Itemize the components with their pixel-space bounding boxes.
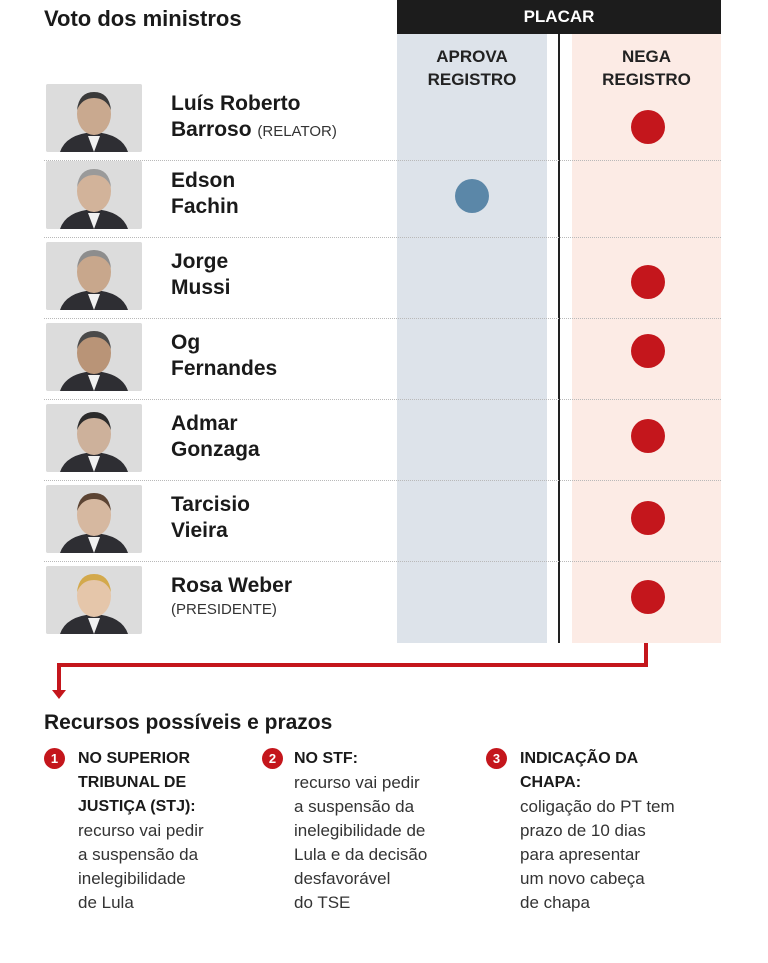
vote-dot-nega — [631, 110, 665, 144]
minister-name-line1: Edson — [171, 169, 236, 192]
arrow-down-icon — [52, 690, 66, 699]
nega-column-header: NEGA REGISTRO — [602, 47, 691, 89]
minister-name-line1: Jorge — [171, 250, 229, 273]
vote-dot-aprova — [455, 179, 489, 213]
minister-photo — [46, 161, 142, 229]
minister-name: Tarcisio Vieira — [171, 492, 250, 544]
minister-surname: Fachin — [171, 195, 239, 218]
minister-photo — [46, 242, 142, 310]
vote-dot-nega — [631, 334, 665, 368]
connector-line — [644, 643, 648, 667]
row-separator — [44, 399, 721, 400]
recursos-title: Recursos possíveis e prazos — [44, 711, 333, 734]
minister-name-line1: Admar — [171, 412, 238, 435]
minister-name-line2: Mussi — [171, 275, 231, 301]
minister-name: Edson Fachin — [171, 168, 239, 220]
minister-surname: Mussi — [171, 276, 231, 299]
minister-name-line2: Gonzaga — [171, 437, 260, 463]
minister-surname: Barroso — [171, 118, 252, 141]
minister-name-line1: Luís Roberto — [171, 92, 301, 115]
connector-line — [57, 663, 648, 667]
step-number-badge: 2 — [262, 748, 283, 769]
placar-header-bar — [397, 0, 721, 34]
recurso-heading: NO STF: — [294, 750, 358, 767]
section-title: Voto dos ministros — [44, 6, 242, 31]
minister-name: Rosa Weber (PRESIDENTE) — [171, 573, 292, 621]
aprova-column — [397, 34, 547, 643]
minister-role: (RELATOR) — [257, 123, 337, 140]
placar-label: PLACAR — [523, 7, 595, 26]
vote-dot-nega — [631, 580, 665, 614]
minister-name-line2: Fachin — [171, 194, 239, 220]
recurso-heading: INDICAÇÃO DA CHAPA: — [520, 750, 639, 791]
vote-dot-nega — [631, 419, 665, 453]
minister-name: Jorge Mussi — [171, 249, 231, 301]
minister-name-line1: Og — [171, 331, 201, 354]
vote-dot-nega — [631, 265, 665, 299]
minister-name-line2: Barroso (RELATOR) — [171, 117, 337, 145]
row-separator — [44, 318, 721, 319]
minister-name: Og Fernandes — [171, 330, 277, 382]
recurso-item: NO SUPERIOR TRIBUNAL DE JUSTIÇA (STJ): re… — [78, 747, 204, 915]
minister-photo — [46, 485, 142, 553]
minister-surname: Gonzaga — [171, 438, 260, 461]
minister-photo — [46, 566, 142, 634]
minister-name: Admar Gonzaga — [171, 411, 260, 463]
row-separator — [44, 160, 721, 161]
recurso-description: coligação do PT tem prazo de 10 dias par… — [520, 797, 675, 912]
minister-name-line2: Fernandes — [171, 356, 277, 382]
minister-photo — [46, 84, 142, 152]
minister-photo — [46, 404, 142, 472]
step-number-badge: 1 — [44, 748, 65, 769]
row-separator — [44, 237, 721, 238]
minister-name-line2: Vieira — [171, 518, 250, 544]
recurso-item: NO STF: recurso vai pedir a suspensão da … — [294, 747, 427, 915]
recurso-description: recurso vai pedir a suspensão da inelegi… — [78, 821, 204, 912]
minister-name-line1: Rosa Weber — [171, 574, 292, 597]
minister-surname: Fernandes — [171, 357, 278, 380]
minister-photo — [46, 323, 142, 391]
recurso-heading: NO SUPERIOR TRIBUNAL DE JUSTIÇA (STJ): — [78, 750, 196, 815]
column-divider — [558, 34, 560, 643]
step-number-badge: 3 — [486, 748, 507, 769]
minister-role: (PRESIDENTE) — [171, 601, 277, 618]
row-separator — [44, 480, 721, 481]
minister-name: Luís Roberto Barroso (RELATOR) — [171, 91, 337, 145]
aprova-column-header: APROVA REGISTRO — [427, 47, 517, 89]
row-separator — [44, 561, 721, 562]
recurso-item: INDICAÇÃO DA CHAPA: coligação do PT tem p… — [520, 747, 675, 915]
vote-dot-nega — [631, 501, 665, 535]
minister-surname: Vieira — [171, 519, 228, 542]
minister-name-line1: Tarcisio — [171, 493, 250, 516]
recurso-description: recurso vai pedir a suspensão da inelegi… — [294, 773, 428, 912]
connector-line — [57, 663, 61, 693]
